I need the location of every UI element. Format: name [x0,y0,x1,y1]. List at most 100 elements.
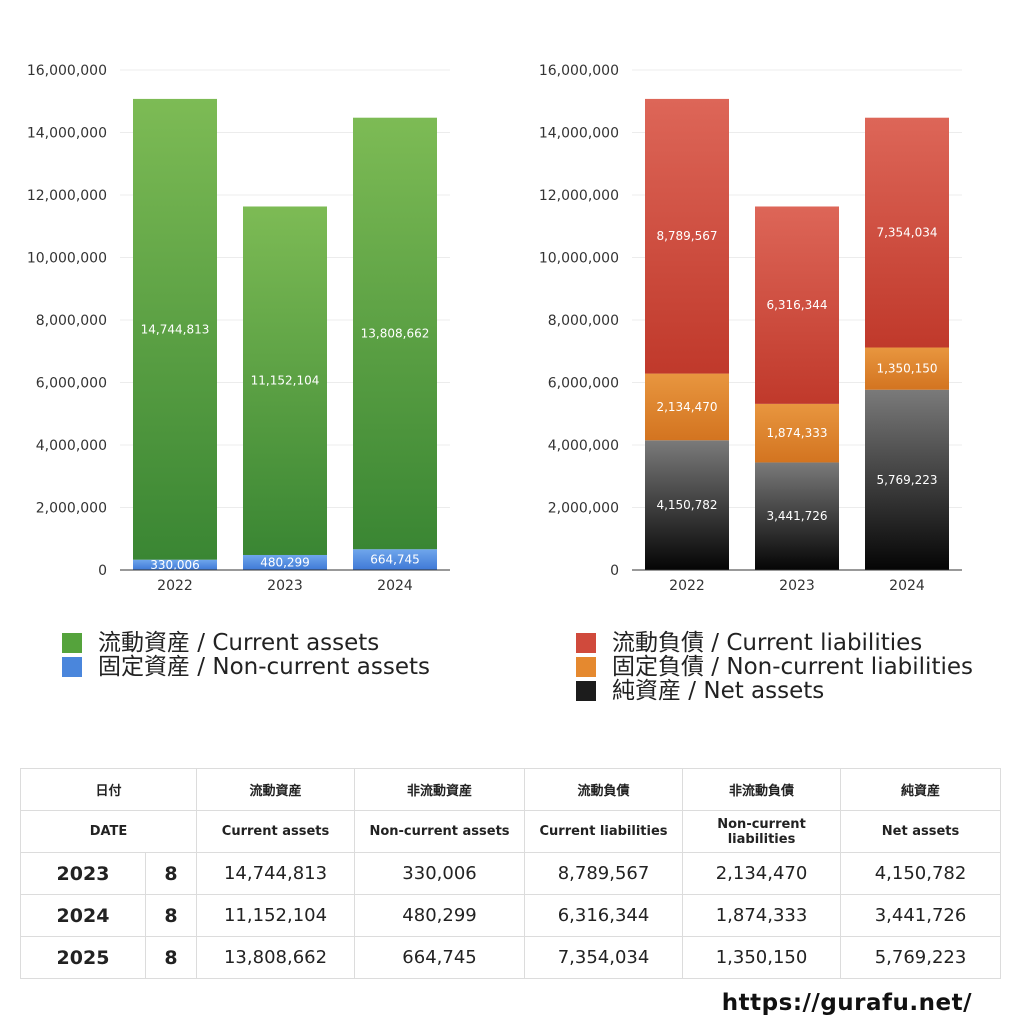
assets-y-tick-label: 0 [98,563,107,579]
liab-bar-segment [645,98,729,374]
table-row: 2025 8 13,808,662 664,745 7,354,034 1,35… [20,936,1002,979]
assets-data-label: 13,808,662 [361,326,430,340]
row-month: 8 [144,894,198,937]
assets-y-tick-label: 4,000,000 [36,438,107,454]
legend-label-current-assets: 流動資産 / Current assets [98,630,380,656]
legend-swatch-non-current-liabilities [576,657,596,677]
liab-bar-segment [645,440,729,570]
header-current-assets-en: Current assets [196,810,356,853]
legend-label-net-assets: 純資産 / Net assets [612,678,825,704]
liabilities-chart: 0 2,000,000 4,000,000 6,000,000 8,000,000 10,… [539,63,962,594]
cell-net-assets: 3,441,726 [840,894,1002,937]
liab-y-tick-label: 14,000,000 [539,126,619,142]
assets-data-label: 664,745 [370,553,420,567]
liab-y-tick-label: 12,000,000 [539,188,619,204]
header-non-current-liabilities-jp: 非流動負債 [682,768,842,811]
table-row: 2023 8 14,744,813 330,006 8,789,567 2,13… [20,852,1002,895]
assets-x-tick-label: 2022 [157,578,193,594]
assets-bar-segment [243,206,327,555]
cell-non-current-assets: 330,006 [354,852,526,895]
assets-y-tick-label: 10,000,000 [27,251,107,267]
liab-data-label: 5,769,223 [876,473,937,487]
liab-bar-segment [755,206,839,404]
cell-non-current-assets: 664,745 [354,936,526,979]
header-current-assets-jp: 流動資産 [196,768,356,811]
liab-data-label: 7,354,034 [876,226,937,240]
assets-y-tick-label: 16,000,000 [27,63,107,79]
liab-data-label: 3,441,726 [766,509,827,523]
row-month: 8 [144,936,198,979]
assets-x-tick-label: 2023 [267,578,303,594]
assets-data-label: 330,006 [150,558,200,572]
liab-bar-segment [755,403,839,463]
legend-item-current-liabilities: 流動負債 / Current liabilities [576,631,973,655]
row-year: 2025 [20,936,146,979]
liab-y-tick-label: 16,000,000 [539,63,619,79]
cell-current-liabilities: 6,316,344 [524,894,684,937]
legend-label-non-current-liabilities: 固定負債 / Non-current liabilities [612,654,973,680]
header-date-en: DATE [19,810,198,853]
row-year: 2024 [20,894,146,937]
header-net-assets-en: Net assets [840,810,1002,853]
legend-label-current-liabilities: 流動負債 / Current liabilities [612,630,923,656]
header-non-current-liabilities-en: Non-current liabilities [682,810,842,853]
assets-x-tick-label: 2024 [377,578,413,594]
legend-item-net-assets: 純資産 / Net assets [576,679,973,703]
assets-data-label: 11,152,104 [251,374,320,388]
legend-swatch-current-assets [62,633,82,653]
legend-item-non-current-liabilities: 固定負債 / Non-current liabilities [576,655,973,679]
assets-data-label: 480,299 [260,555,310,569]
liab-bar-segment [755,462,839,570]
row-month: 8 [144,852,198,895]
assets-y-tick-label: 12,000,000 [27,188,107,204]
table-header-jp: 日付 流動資産 非流動資産 流動負債 非流動負債 純資産 [19,768,1002,811]
cell-net-assets: 5,769,223 [840,936,1002,979]
legend-swatch-net-assets [576,681,596,701]
legend-item-non-current-assets: 固定資産 / Non-current assets [62,655,430,679]
legend-swatch-non-current-assets [62,657,82,677]
liab-y-tick-label: 0 [610,563,619,579]
header-non-current-assets-jp: 非流動資産 [354,768,526,811]
legend-item-current-assets: 流動資産 / Current assets [62,631,430,655]
header-net-assets-jp: 純資産 [840,768,1002,811]
liab-x-tick-label: 2024 [889,578,925,594]
liab-bar-segment [645,373,729,441]
assets-bar-segment [353,117,437,550]
cell-current-assets: 14,744,813 [196,852,356,895]
liab-bar-segment [865,117,949,348]
cell-non-current-liabilities: 2,134,470 [682,852,842,895]
assets-chart: 0 2,000,000 4,000,000 6,000,000 8,000,000 10,… [27,63,450,594]
liab-y-tick-label: 10,000,000 [539,251,619,267]
liab-bar-segment [865,389,949,570]
assets-legend: 流動資産 / Current assets 固定資産 / Non-current… [62,631,430,679]
source-url[interactable]: https://gurafu.net/ [721,990,972,1016]
liab-data-label: 1,874,333 [766,426,827,440]
assets-data-label: 14,744,813 [141,322,210,336]
assets-bar-segment [243,554,327,570]
assets-y-tick-label: 6,000,000 [36,376,107,392]
liab-x-tick-label: 2023 [779,578,815,594]
assets-bar-segment [353,549,437,570]
legend-swatch-current-liabilities [576,633,596,653]
liab-y-tick-label: 8,000,000 [548,313,619,329]
cell-non-current-assets: 480,299 [354,894,526,937]
liabilities-legend: 流動負債 / Current liabilities 固定負債 / Non-cu… [576,631,973,703]
liab-y-tick-label: 6,000,000 [548,376,619,392]
cell-net-assets: 4,150,782 [840,852,1002,895]
cell-current-assets: 13,808,662 [196,936,356,979]
assets-bar-segment [133,559,217,570]
header-date-jp: 日付 [19,768,198,811]
liab-x-tick-label: 2022 [669,578,705,594]
liab-bar-segment [865,347,949,390]
legend-label-non-current-assets: 固定資産 / Non-current assets [98,654,431,680]
liab-data-label: 2,134,470 [656,400,717,414]
assets-bar-segment [133,98,217,560]
assets-y-tick-label: 2,000,000 [36,501,107,517]
assets-y-tick-label: 14,000,000 [27,126,107,142]
cell-current-liabilities: 7,354,034 [524,936,684,979]
liab-data-label: 6,316,344 [766,298,827,312]
header-non-current-assets-en: Non-current assets [354,810,526,853]
liab-data-label: 4,150,782 [656,498,717,512]
liab-data-label: 1,350,150 [876,362,937,376]
liab-y-tick-label: 2,000,000 [548,501,619,517]
